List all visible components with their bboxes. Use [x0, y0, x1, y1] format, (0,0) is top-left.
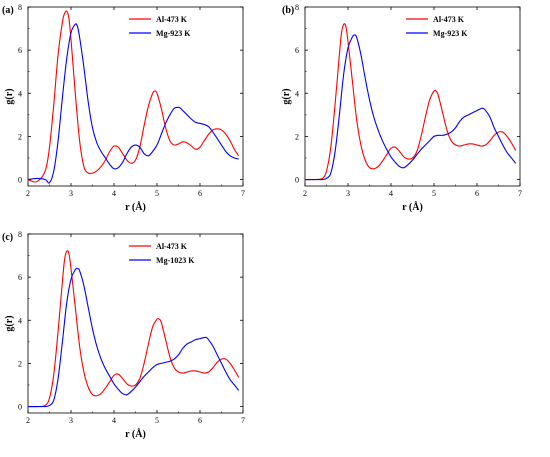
panel-label: (a) [2, 5, 14, 16]
y-tick-label: 4 [18, 316, 22, 325]
plot-frame [27, 233, 244, 414]
series-line-1 [28, 250, 240, 408]
legend-label: Al-473 K [156, 242, 188, 251]
y-tick-label: 0 [295, 176, 299, 185]
y-axis-label: g(r) [281, 88, 292, 104]
panel-label: (b) [282, 5, 294, 16]
x-axis-label: r (Å) [402, 201, 423, 213]
x-tick-label: 5 [432, 189, 436, 198]
y-tick-label: 8 [295, 3, 299, 12]
x-axis-label: r (Å) [125, 428, 146, 440]
x-tick-label: 7 [518, 189, 522, 198]
panel-label: (c) [2, 232, 13, 243]
legend-label: Mg-923 K [156, 29, 191, 38]
y-tick-label: 8 [18, 3, 22, 12]
y-tick-label: 4 [18, 89, 22, 98]
y-tick-label: 2 [18, 359, 22, 368]
x-tick-label: 4 [112, 189, 116, 198]
series-line-2 [305, 34, 517, 181]
x-tick-label: 3 [69, 416, 73, 425]
x-tick-label: 3 [69, 189, 73, 198]
x-tick-label: 6 [198, 416, 202, 425]
y-tick-label: 4 [295, 89, 299, 98]
y-axis-label: g(r) [4, 88, 15, 104]
x-tick-label: 2 [26, 189, 30, 198]
legend-label: Al-473 K [433, 15, 465, 24]
y-tick-label: 8 [18, 230, 22, 239]
y-tick-label: 6 [295, 46, 299, 55]
series-line-2 [28, 23, 239, 184]
y-tick-label: 2 [18, 132, 22, 141]
y-tick-label: 0 [18, 403, 22, 412]
x-tick-label: 2 [26, 416, 30, 425]
x-tick-label: 3 [346, 189, 350, 198]
x-tick-label: 4 [112, 416, 116, 425]
x-axis-label: r (Å) [125, 201, 146, 213]
legend-label: Mg-1023 K [156, 256, 195, 265]
y-axis-label: g(r) [4, 315, 15, 331]
x-tick-label: 7 [241, 189, 245, 198]
y-tick-label: 6 [18, 46, 22, 55]
y-tick-label: 6 [18, 273, 22, 282]
x-tick-label: 6 [475, 189, 479, 198]
x-tick-label: 2 [303, 189, 307, 198]
legend-label: Mg-923 K [433, 29, 468, 38]
y-tick-label: 2 [295, 132, 299, 141]
legend-label: Al-473 K [156, 15, 188, 24]
x-tick-label: 7 [241, 416, 245, 425]
x-tick-label: 5 [155, 189, 159, 198]
series-line-1 [305, 23, 517, 181]
series-line-1 [28, 10, 240, 183]
x-tick-label: 4 [389, 189, 393, 198]
y-tick-label: 0 [18, 176, 22, 185]
series-line-2 [28, 267, 240, 408]
x-tick-label: 5 [155, 416, 159, 425]
x-tick-label: 6 [198, 189, 202, 198]
plot-frame [304, 6, 521, 187]
